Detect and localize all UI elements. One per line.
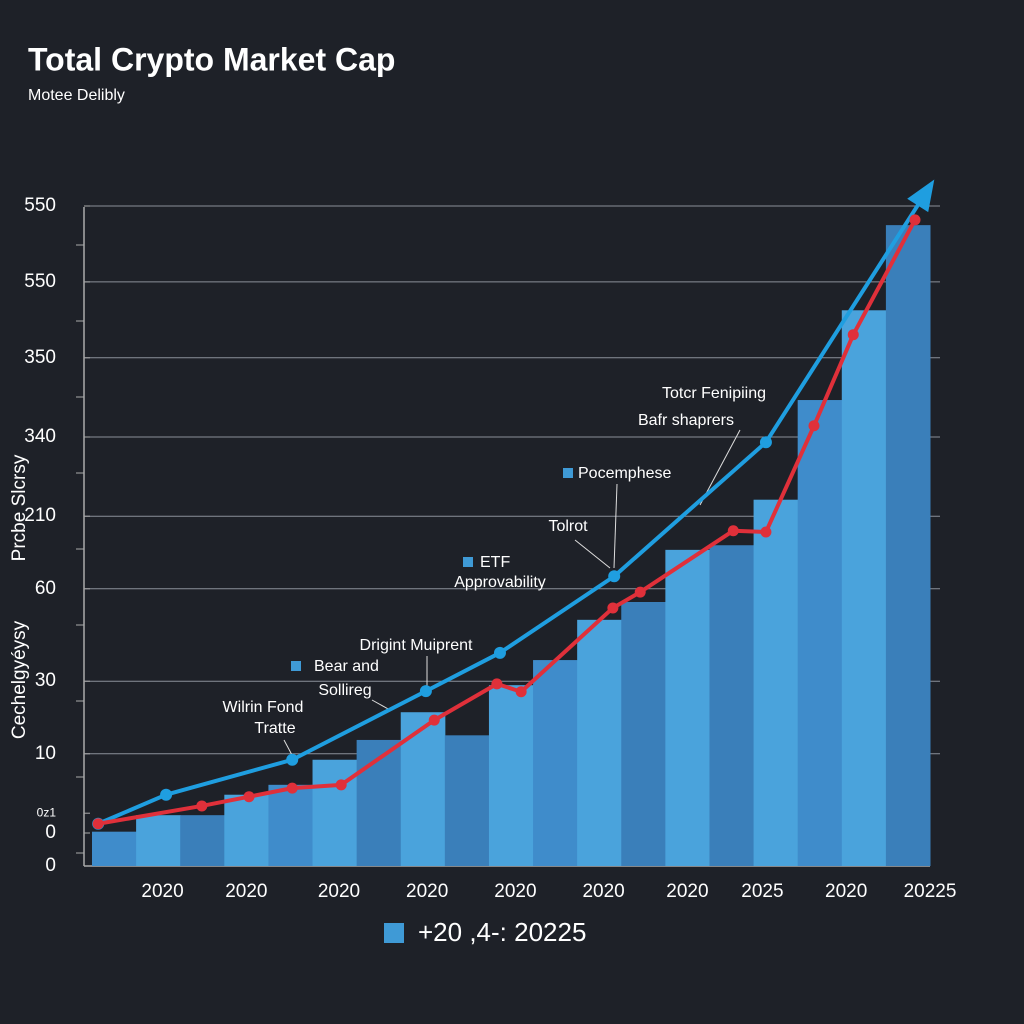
annotation: Totcr Fenipiing	[662, 385, 766, 402]
legend-swatch	[384, 923, 404, 943]
chart-subtitle: Motee Delibly	[28, 87, 125, 104]
annotation: Tratte	[254, 720, 295, 737]
bar	[488, 685, 534, 866]
line-point	[335, 779, 347, 791]
line-point	[759, 436, 772, 449]
line-series	[97, 185, 932, 826]
bar	[268, 784, 314, 866]
chart-title: Total Crypto Market Cap	[28, 41, 395, 77]
line-point	[909, 214, 921, 226]
x-tick-label: 2020	[494, 881, 536, 902]
annotation: Sollireg	[318, 682, 371, 699]
line-point	[428, 714, 440, 726]
line-point	[286, 782, 298, 794]
line-point	[286, 753, 299, 766]
line-point	[493, 646, 506, 659]
x-tick-label: 2020	[582, 881, 624, 902]
annotation: Bafr shaprers	[638, 412, 734, 429]
annotation: Tolrot	[548, 518, 588, 535]
x-tick-label: 2020	[825, 881, 867, 902]
line-point	[491, 678, 503, 690]
x-tick-label: 2020	[225, 881, 267, 902]
line-point	[760, 526, 772, 538]
annotation-marker	[463, 557, 473, 567]
x-tick-label: 2020	[666, 881, 708, 902]
line-point	[196, 800, 208, 812]
x-tick-label: 2020	[141, 881, 183, 902]
annotation: Drigint Muiprent	[360, 637, 473, 654]
y-tick-label: 0	[45, 855, 56, 876]
y-tick-label: 0z1	[37, 805, 57, 819]
y-axis-label: Cechelgyéysy	[9, 620, 30, 739]
line-point	[92, 818, 104, 830]
bar	[444, 735, 490, 866]
line-point	[243, 791, 255, 803]
bar	[180, 815, 225, 866]
annotation: ETF	[480, 554, 510, 571]
annotation-leader	[283, 739, 293, 756]
bars	[92, 225, 931, 866]
line-point	[727, 525, 739, 537]
line-point	[160, 788, 173, 801]
annotation: Bear and	[314, 658, 379, 675]
bar	[753, 499, 799, 866]
legend-label: +20 ,4-: 20225	[418, 917, 586, 947]
bar	[224, 794, 269, 866]
x-tick-label: 2020	[406, 881, 448, 902]
line-point	[808, 420, 820, 432]
arrow-head	[907, 179, 935, 213]
y-tick-label: 550	[24, 195, 56, 216]
bar	[400, 712, 446, 866]
line-point	[634, 586, 646, 598]
y-tick-label: 60	[35, 578, 56, 599]
annotation-leader	[574, 539, 611, 569]
y-tick-label: 30	[35, 670, 56, 691]
bar	[577, 619, 622, 866]
annotation-leader	[613, 483, 618, 569]
bar	[841, 310, 887, 866]
bar	[797, 400, 843, 866]
annotation: Pocemphese	[578, 465, 671, 482]
annotation-marker	[291, 661, 301, 671]
bar	[92, 831, 137, 866]
line-point	[419, 685, 432, 698]
y-tick-label: 0	[45, 822, 56, 843]
annotation-leader	[371, 699, 391, 711]
x-tick-label: 2025	[741, 881, 783, 902]
y-tick-label: 350	[24, 347, 56, 368]
bar	[709, 545, 755, 866]
bar	[312, 759, 358, 866]
annotation: Wilrin Fond	[223, 699, 304, 716]
line-point	[607, 602, 619, 614]
y-tick-label: 10	[35, 743, 56, 764]
line-point	[847, 329, 859, 341]
y-tick-label: 550	[24, 271, 56, 292]
bar	[665, 549, 710, 866]
bar	[621, 602, 666, 866]
y-tick-label: 340	[24, 426, 56, 447]
bar	[136, 815, 181, 866]
bar	[885, 225, 931, 866]
y-tick-label: 210	[24, 505, 56, 526]
x-tick-label: 2020	[318, 881, 360, 902]
line-point	[515, 686, 527, 698]
line-point	[608, 570, 621, 583]
annotation-marker	[563, 468, 573, 478]
y-axis-label: Prcbe Slcrsy	[9, 454, 30, 561]
bar	[533, 660, 578, 866]
x-tick-label: 20225	[904, 881, 957, 902]
annotation: Approvability	[454, 574, 546, 591]
